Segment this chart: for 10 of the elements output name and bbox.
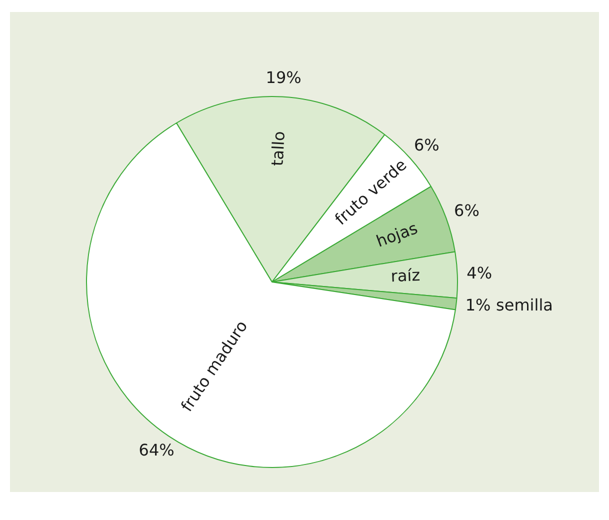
data-label: 6% [414, 136, 440, 155]
data-label: 64% [138, 440, 174, 460]
data-label: 1% [465, 295, 491, 314]
slice-label: hojas [374, 218, 420, 251]
data-label: 6% [454, 200, 480, 220]
data-label: 19% [266, 68, 302, 87]
slice-label: semilla [496, 295, 553, 314]
slice-label: raíz [390, 265, 420, 286]
data-label: 4% [466, 263, 492, 282]
slice-label: tallo [268, 130, 289, 166]
